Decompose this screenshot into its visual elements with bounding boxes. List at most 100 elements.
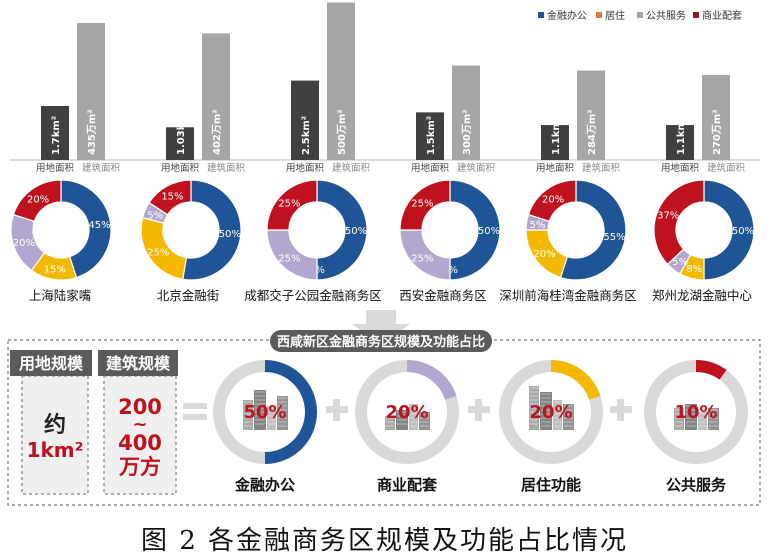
legend-swatch	[693, 12, 699, 18]
donut-slice-label: 5%	[530, 220, 546, 231]
bar-floor-area	[577, 70, 605, 160]
donut-slice-label: 50%	[345, 226, 367, 237]
ring-percent: 20%	[529, 402, 572, 423]
district-name: 郑州龙湖金融中心	[652, 288, 753, 303]
floor-scale-line1: 200	[118, 395, 162, 419]
bar-floor-label: 402万m²	[211, 109, 223, 155]
bar-axis-label: 用地面积	[411, 162, 450, 174]
bar-axis-label: 用地面积	[161, 162, 200, 174]
donut-slice-label: 15%	[44, 265, 66, 276]
bar-axis-label: 建筑面积	[457, 162, 496, 174]
donut-slice	[182, 179, 242, 281]
donut-slice-label: 5%	[672, 257, 688, 268]
bar-land-label: 1.03km²	[176, 109, 187, 155]
bar-floor-label: 270万m²	[711, 109, 723, 155]
bar-floor-area	[452, 65, 480, 160]
donut-slice-label: 5%	[147, 210, 163, 221]
floor-scale-line2: ~	[132, 414, 147, 435]
donut-slice	[266, 179, 318, 231]
donut-slice	[399, 179, 451, 231]
donut-slice	[559, 179, 627, 281]
bar-axis-label: 建筑面积	[332, 162, 371, 174]
public-building-icon	[674, 404, 719, 430]
office-towers-icon	[243, 390, 288, 430]
ring-fill	[551, 360, 601, 400]
donut-slice-label: 15%	[161, 192, 183, 203]
donut-slice-label: 50%	[219, 229, 241, 240]
commercial-building-icon	[385, 404, 430, 430]
legend-label: 金融办公	[547, 9, 587, 22]
bar-floor-label: 284万m²	[586, 109, 598, 155]
donut-slice-label: 25%	[411, 198, 433, 209]
ring-label: 金融办公	[234, 476, 295, 494]
donut-slice-label: 37%	[657, 211, 679, 222]
section-frame	[7, 339, 761, 506]
bar-land-area	[166, 127, 194, 160]
donut-slice-label: 20%	[27, 194, 49, 205]
legend-swatch	[596, 12, 602, 18]
bar-land-area	[291, 80, 319, 160]
bar-axis-label: 用地面积	[536, 162, 575, 174]
bar-land-label: 2.5km²	[301, 116, 312, 155]
donut-slice-label: 50%	[478, 226, 500, 237]
land-scale-label: 用地规模	[19, 354, 84, 373]
donut-slice-label: 50%	[732, 226, 754, 237]
legend-swatch	[538, 12, 544, 18]
bar-land-label: 1.7km²	[51, 116, 62, 155]
floor-scale-card: 建筑规模 200 ~ 400 万方	[98, 350, 178, 495]
bar-floor-area	[202, 33, 230, 160]
land-scale-value: 1km²	[27, 438, 84, 462]
bar-axis-label: 用地面积	[36, 162, 75, 174]
donut-slice	[703, 179, 755, 281]
bar-floor-label: 300万m²	[461, 109, 473, 155]
bar-land-area	[41, 106, 69, 160]
donut-charts: 45%15%20%20%上海陆家嘴50%25%5%15%北京金融街50%0%25…	[10, 179, 755, 303]
district-name: 上海陆家嘴	[29, 288, 92, 303]
donut-slice-label: 25%	[278, 198, 300, 209]
legend-label: 公共服务	[646, 9, 686, 22]
legend-label: 居住	[605, 9, 625, 22]
plus-icon	[610, 399, 632, 421]
bar-floor-label: 435万m²	[86, 109, 98, 155]
ring-percent: 10%	[674, 402, 717, 423]
legend: 金融办公 居住 公共服务 商业配套	[538, 9, 742, 22]
donut-slice-label: 55%	[603, 232, 625, 243]
figure-caption: 图 2 各金融商务区规模及功能占比情况	[140, 526, 629, 556]
bar-land-label: 1.5km²	[426, 116, 437, 155]
donut-slice-label: 25%	[147, 247, 169, 258]
bar-floor-area	[77, 23, 105, 160]
land-scale-card: 用地规模 约 1km²	[10, 350, 92, 495]
plus-icon	[468, 399, 490, 421]
donut-slice-label: 20%	[533, 249, 555, 260]
bar-floor-area	[327, 2, 355, 161]
district-name: 深圳前海桂湾金融商务区	[499, 288, 637, 303]
district-name: 成都交子公园金融商务区	[244, 288, 382, 303]
bar-axis-label: 建筑面积	[582, 162, 621, 174]
donut-slice	[316, 179, 368, 281]
donut-slice	[60, 179, 112, 279]
bar-floor-label: 500万m²	[336, 109, 348, 155]
bar-axis-label: 建筑面积	[207, 162, 246, 174]
ring-percent: 20%	[385, 402, 428, 423]
district-name: 西安金融商务区	[399, 288, 487, 303]
donut-slice-label: 25%	[411, 254, 433, 265]
bar-axis-label: 用地面积	[286, 162, 325, 174]
donut-slice	[12, 179, 62, 223]
floor-scale-label: 建筑规模	[106, 354, 171, 373]
bar-axis-label: 建筑面积	[82, 162, 121, 174]
donut-slice-label: 45%	[88, 220, 110, 231]
donut-slice-label: 25%	[278, 254, 300, 265]
bar-land-label: 1.1km²	[676, 116, 687, 155]
donut-slice	[449, 179, 501, 281]
bar-land-area	[416, 112, 444, 160]
legend-label: 商业配套	[702, 9, 742, 22]
ring-label: 公共服务	[666, 476, 727, 494]
bar-land-area	[541, 125, 569, 160]
donut-slice-label: 8%	[686, 264, 702, 275]
ring-fill	[265, 360, 318, 464]
donut-slice	[653, 179, 705, 266]
residential-towers-icon	[529, 386, 574, 430]
ring-percent: 50%	[243, 402, 286, 423]
plus-icon	[326, 399, 348, 421]
